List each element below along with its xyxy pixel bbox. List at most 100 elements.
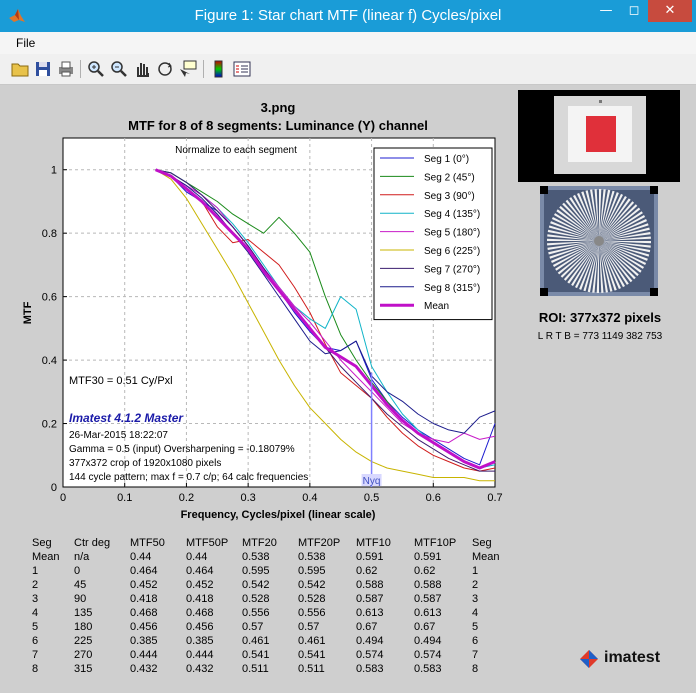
- stats-cell: 0.468: [186, 607, 214, 619]
- stats-cell: 5: [472, 621, 479, 633]
- stats-cell: 0.613: [414, 607, 442, 619]
- y-tick-label: 0.6: [42, 292, 57, 304]
- star-wedge: [599, 189, 606, 241]
- star-wedge: [599, 215, 646, 241]
- star-wedge: [563, 241, 599, 281]
- star-wedge: [547, 229, 599, 241]
- star-wedge: [590, 189, 599, 241]
- stats-cell: MTF10P: [414, 537, 457, 549]
- stats-cell: 0.574: [414, 649, 442, 661]
- chart-subtitle: MTF for 8 of 8 segments: Luminance (Y) c…: [128, 118, 428, 133]
- matlab-app-icon[interactable]: [8, 7, 26, 25]
- stats-cell: 0.511: [242, 663, 269, 675]
- stats-cell: 1: [472, 565, 479, 577]
- stats-cell: 0.452: [130, 579, 158, 591]
- star-wedge: [547, 238, 599, 241]
- pan-hand-icon[interactable]: [132, 59, 152, 79]
- stats-cell: 0.385: [186, 635, 214, 647]
- close-button[interactable]: ✕: [648, 0, 692, 22]
- legend-entry: Seg 1 (0°): [424, 154, 469, 165]
- stats-cell: MTF50: [130, 537, 165, 549]
- x-tick-label: 0: [60, 492, 66, 504]
- open-icon[interactable]: [10, 59, 30, 79]
- stats-cell: 0.538: [298, 551, 326, 563]
- star-wedge: [599, 241, 613, 292]
- star-wedge: [567, 241, 599, 284]
- y-tick-label: 1: [51, 165, 57, 177]
- stats-cell: 0.613: [356, 607, 384, 619]
- stats-row: 2 45 0.452 0.452 0.542 0.542 0.588 0.588 2: [32, 578, 512, 592]
- stats-cell: Seg: [32, 537, 52, 549]
- save-icon[interactable]: [33, 59, 53, 79]
- menu-file[interactable]: File: [16, 36, 36, 50]
- stats-row: 4 135 0.468 0.468 0.556 0.556 0.613 0.613 4: [32, 606, 512, 620]
- colorbar-icon[interactable]: [209, 59, 229, 79]
- zoom-out-icon[interactable]: [109, 59, 129, 79]
- star-center: [594, 236, 604, 246]
- legend-entry: Seg 7 (270°): [424, 264, 480, 275]
- stats-cell: 0.444: [186, 649, 214, 661]
- title-bar: Figure 1: Star chart MTF (linear f) Cycl…: [0, 0, 696, 32]
- stats-cell: 0.538: [242, 551, 270, 563]
- star-wedge: [560, 241, 599, 278]
- y-tick-label: 0.8: [42, 228, 57, 240]
- stats-cell: 0.461: [242, 635, 270, 647]
- stats-cell: 0.464: [186, 565, 214, 577]
- stats-cell: 2: [32, 579, 39, 591]
- star-wedge: [557, 241, 599, 275]
- info-pattern: 144 cycle pattern; max f = 0.7 c/p; 64 c…: [69, 472, 308, 483]
- legend-entry: Seg 3 (90°): [424, 191, 475, 202]
- minimize-button[interactable]: —: [599, 3, 613, 18]
- maximize-button[interactable]: ◻: [628, 3, 640, 18]
- star-wedge: [599, 241, 629, 285]
- product-label: Imatest 4.1.2 Master: [69, 411, 184, 425]
- legend-entry: Seg 5 (180°): [424, 228, 480, 239]
- x-tick-label: 0.6: [426, 492, 441, 504]
- axis-ticks: 0 0.1 0.2 0.3 0.4 0.5 0.6 0.7 0 0.2 0.4 0.6 0.8 1: [42, 165, 503, 504]
- star-wedge: [565, 199, 599, 241]
- legend-entry: Seg 4 (135°): [424, 209, 480, 220]
- stats-row: 8 315 0.432 0.432 0.511 0.511 0.583 0.583 8: [32, 662, 512, 676]
- star-wedge: [599, 241, 642, 273]
- stats-cell: MTF50P: [186, 537, 229, 549]
- stats-cell: 4: [32, 607, 39, 619]
- star-wedge: [575, 241, 599, 289]
- legend-icon[interactable]: [232, 59, 252, 79]
- stats-cell: 5: [32, 621, 39, 633]
- rotate-3d-icon[interactable]: [155, 59, 175, 79]
- x-tick-label: 0.7: [487, 492, 502, 504]
- source-image-thumbnail: [518, 90, 680, 182]
- print-icon[interactable]: [56, 59, 76, 79]
- star-wedge: [599, 207, 641, 241]
- stats-cell: 0.432: [186, 663, 214, 675]
- star-wedge: [592, 241, 599, 293]
- y-tick-label: 0.4: [42, 355, 57, 367]
- stats-cell: 0.595: [242, 565, 270, 577]
- stats-cell: 0.456: [130, 621, 158, 633]
- stats-cell: 0.588: [356, 579, 384, 591]
- stats-cell: 0.541: [298, 649, 326, 661]
- star-wedge: [599, 241, 636, 280]
- star-wedge: [599, 196, 627, 241]
- mtf-chart: 3.png MTF for 8 of 8 segments: Luminance…: [22, 100, 503, 521]
- stats-cell: 7: [32, 649, 39, 661]
- star-wedge: [599, 241, 604, 293]
- star-wedge: [599, 241, 651, 248]
- stats-row: 6 225 0.385 0.385 0.461 0.461 0.494 0.494 6: [32, 634, 512, 648]
- series-lines: [155, 168, 496, 482]
- stats-cell: 0.432: [130, 663, 158, 675]
- star-wedge: [548, 225, 599, 241]
- star-wedge: [552, 241, 599, 267]
- zoom-in-icon[interactable]: [86, 59, 106, 79]
- stats-cell: Seg: [472, 537, 492, 549]
- stats-cell: 45: [74, 579, 87, 591]
- stats-cell: 2: [472, 579, 479, 591]
- star-wedge: [599, 236, 651, 241]
- nyquist-label-box: [361, 474, 382, 486]
- star-wedge: [599, 232, 651, 241]
- stats-cell: n/a: [74, 551, 90, 563]
- stats-cell: 180: [74, 621, 93, 633]
- data-cursor-icon[interactable]: [178, 59, 198, 79]
- legend-entry: Seg 2 (45°): [424, 172, 475, 183]
- series-line-9: [155, 168, 496, 470]
